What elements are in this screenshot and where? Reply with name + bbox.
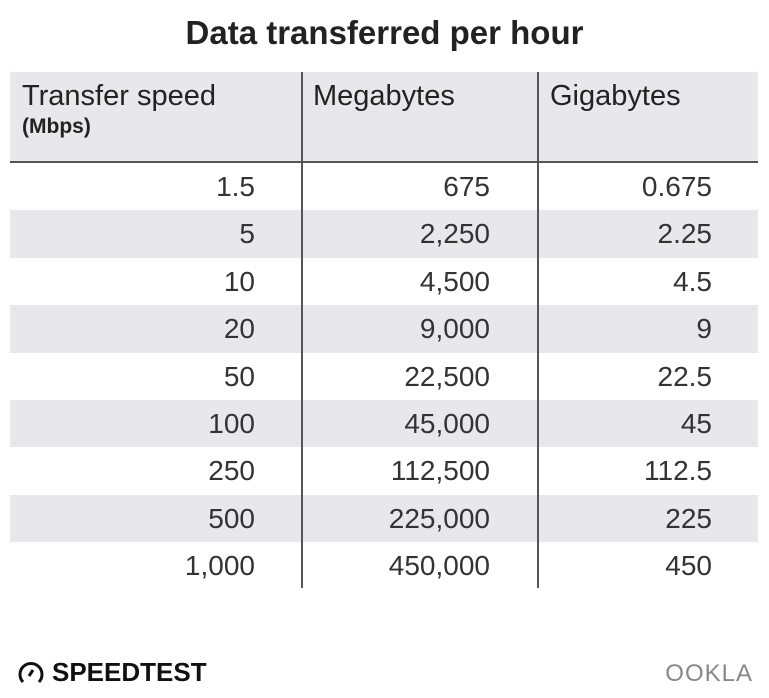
table-row: 50 22,500 22.5 [10, 353, 758, 400]
header-megabytes: Megabytes [313, 80, 455, 112]
speed-cell: 250 [208, 455, 255, 487]
table-row: 5 2,250 2.25 [10, 210, 758, 258]
table-row: 10 4,500 4.5 [10, 258, 758, 305]
table-row: 1.5 675 0.675 [10, 163, 758, 210]
gigabytes-cell: 22.5 [657, 360, 713, 392]
table-row: 250 112,500 112.5 [10, 447, 758, 494]
speed-cell: 100 [208, 408, 255, 439]
column-divider [301, 72, 303, 588]
speedtest-logo: SPEEDTEST [18, 657, 207, 688]
gigabytes-cell: 225 [665, 502, 712, 534]
gigabytes-cell: 4.5 [673, 265, 712, 297]
megabytes-cell: 450,000 [388, 550, 490, 582]
speed-cell: 20 [223, 313, 255, 345]
speed-cell: 1,000 [184, 550, 255, 582]
speed-cell: 5 [239, 218, 255, 250]
megabytes-cell: 2,250 [419, 218, 490, 250]
megabytes-cell: 225,000 [388, 502, 490, 534]
table-row: 500 225,000 225 [10, 494, 758, 543]
speedometer-icon [18, 661, 44, 683]
gigabytes-cell: 9 [696, 313, 712, 345]
gigabytes-cell: 112.5 [644, 455, 712, 487]
gigabytes-cell: 45 [680, 408, 712, 439]
megabytes-cell: 45,000 [404, 408, 490, 439]
megabytes-cell: 675 [443, 171, 490, 202]
gigabytes-cell: 2.25 [657, 218, 713, 250]
speed-cell: 500 [208, 502, 255, 534]
megabytes-cell: 9,000 [419, 313, 490, 345]
megabytes-cell: 4,500 [419, 265, 490, 297]
megabytes-cell: 22,500 [404, 360, 490, 392]
header-sublabel: (Mbps) [22, 115, 91, 138]
column-divider [537, 72, 539, 588]
header-gigabytes: Gigabytes [550, 80, 681, 112]
header-label: Transfer speed [22, 80, 216, 112]
speed-cell: 1.5 [216, 171, 255, 202]
chart-title: Data transferred per hour [185, 14, 584, 51]
table-header: Transfer speed (Mbps) Megabytes Gigabyte… [10, 72, 758, 163]
gigabytes-cell: 450 [665, 550, 712, 582]
table-row: 20 9,000 9 [10, 305, 758, 353]
gigabytes-cell: 0.675 [641, 171, 712, 202]
megabytes-cell: 112,500 [390, 455, 490, 487]
speed-cell: 50 [223, 360, 255, 392]
header-transfer-speed: Transfer speed (Mbps) [22, 80, 216, 139]
ookla-logo: OOKLA [665, 660, 753, 687]
table-row: 1,000 450,000 450 [10, 542, 758, 589]
speed-cell: 10 [223, 265, 255, 297]
table-row: 100 45,000 45 [10, 400, 758, 448]
